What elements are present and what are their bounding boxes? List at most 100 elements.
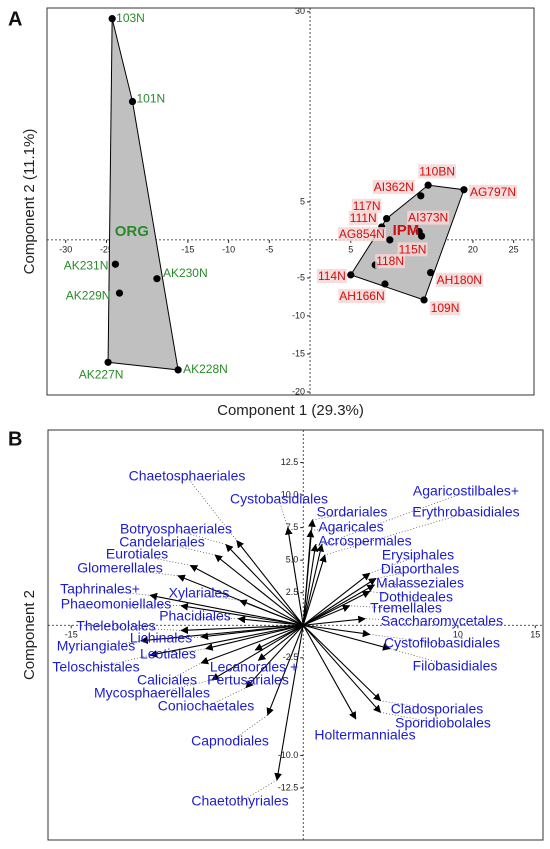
loading-label: Agaricales <box>318 519 383 535</box>
leader-line <box>369 634 443 645</box>
x-tick-label: 20 <box>468 244 478 254</box>
loading-arrow <box>302 624 382 714</box>
y-tick-label: -10 <box>292 310 305 320</box>
loading-arrow <box>302 572 371 626</box>
leader-line <box>380 700 438 711</box>
loading-arrow <box>302 554 327 626</box>
x-tick-label: 5 <box>348 244 353 254</box>
loading-label: Phaeomoniellales <box>61 596 172 612</box>
label-bg <box>348 211 378 226</box>
label-bg <box>429 301 461 316</box>
loading-arrow <box>180 603 304 626</box>
loading-label: Chaetothyriales <box>191 793 288 809</box>
label-bg <box>435 272 483 287</box>
point <box>153 275 161 283</box>
x-tick-label: 15 <box>530 630 540 640</box>
leader-line <box>278 499 289 528</box>
point-label: 114N <box>318 269 346 283</box>
y-tick-label: -15 <box>292 348 305 358</box>
point-label: AG797N <box>470 185 516 199</box>
leader-line <box>239 779 278 803</box>
point <box>426 268 435 277</box>
loading-label: Xylariales <box>169 585 230 601</box>
label-bg <box>351 198 382 213</box>
loading-arrow <box>302 624 382 702</box>
leader-line <box>167 648 206 656</box>
point-label: 110BN <box>419 164 455 178</box>
plot-frame <box>46 7 535 396</box>
group-hull <box>107 18 179 371</box>
loading-label: Lecanorales + <box>210 659 298 675</box>
point <box>382 215 391 223</box>
loading-arrow <box>180 624 304 634</box>
loading-label: Myriangiales <box>57 638 136 654</box>
point <box>111 260 120 268</box>
loading-label: Holtermanniales <box>314 727 415 743</box>
loading-arrow <box>225 543 304 626</box>
point-label: AK228N <box>183 362 228 376</box>
loading-arrow <box>302 577 377 626</box>
loading-label: Cystobasidiales <box>230 491 328 507</box>
loading-label: Chaetosphaeriales <box>129 468 246 484</box>
point-label: AH180N <box>437 273 482 287</box>
loading-arrow <box>285 526 304 626</box>
point-label: AG854N <box>339 227 385 241</box>
point-label: 117N <box>353 199 381 213</box>
leader-line <box>115 626 182 631</box>
point-label: AH166N <box>339 289 384 303</box>
point <box>420 296 428 304</box>
loading-label: Diaporthales <box>381 561 460 577</box>
loading-label: Lichinales <box>130 630 192 646</box>
loading-arrow <box>236 540 304 626</box>
loading-arrow <box>302 624 357 720</box>
loading-arrow <box>274 625 304 781</box>
point <box>381 280 389 288</box>
point <box>386 236 394 244</box>
loading-arrow <box>302 590 371 626</box>
panel-letter: B <box>8 428 22 450</box>
y-tick-label: -10.0 <box>278 750 299 760</box>
point-label: AI373N <box>408 211 448 225</box>
x-tick-label: 10 <box>453 630 463 640</box>
loading-arrow <box>303 624 371 638</box>
point <box>347 271 355 279</box>
plot-frame <box>47 429 544 841</box>
point-label: AK231N <box>64 258 109 272</box>
point <box>418 232 426 240</box>
loading-arrow <box>177 574 304 626</box>
loading-label: Dothideales <box>379 589 453 605</box>
loading-label: Teloschistales <box>52 659 139 675</box>
leader-line <box>369 555 419 574</box>
x-tick-label: -25 <box>100 244 113 254</box>
leader-line <box>315 541 366 545</box>
loading-label: Erythrobasidiales <box>412 504 519 520</box>
loading-arrow <box>302 543 324 626</box>
leader-line <box>166 662 202 682</box>
leader-line <box>198 593 240 601</box>
loading-label: Acrospermales <box>318 533 411 549</box>
y-tick-label: 30 <box>295 6 305 16</box>
loading-label: Filobasidiales <box>413 658 498 674</box>
label-bg <box>372 179 415 194</box>
loading-label: Saccharomycetales <box>381 613 503 629</box>
loading-label: Agaricostilbales+ <box>413 483 519 499</box>
loading-label: Sordariales <box>317 504 388 520</box>
point-label: AK229N <box>66 288 111 302</box>
point-label: 115N <box>399 242 427 256</box>
point-label: AK230N <box>163 266 208 280</box>
point <box>108 15 116 23</box>
label-bg <box>338 289 386 304</box>
leader-line <box>312 512 353 521</box>
leader-line <box>115 604 182 607</box>
y-tick-label: 12.5 <box>281 457 299 467</box>
loading-arrow <box>303 604 351 626</box>
leader-line <box>349 605 407 610</box>
loading-arrow <box>200 624 304 640</box>
y-tick-label: 5 <box>300 196 305 206</box>
x-tick-label: 25 <box>509 244 519 254</box>
point <box>128 97 137 106</box>
loading-arrow <box>257 624 304 661</box>
point <box>115 289 124 297</box>
y-tick-label: 7.5 <box>286 522 299 532</box>
point-label: 111N <box>350 211 377 225</box>
